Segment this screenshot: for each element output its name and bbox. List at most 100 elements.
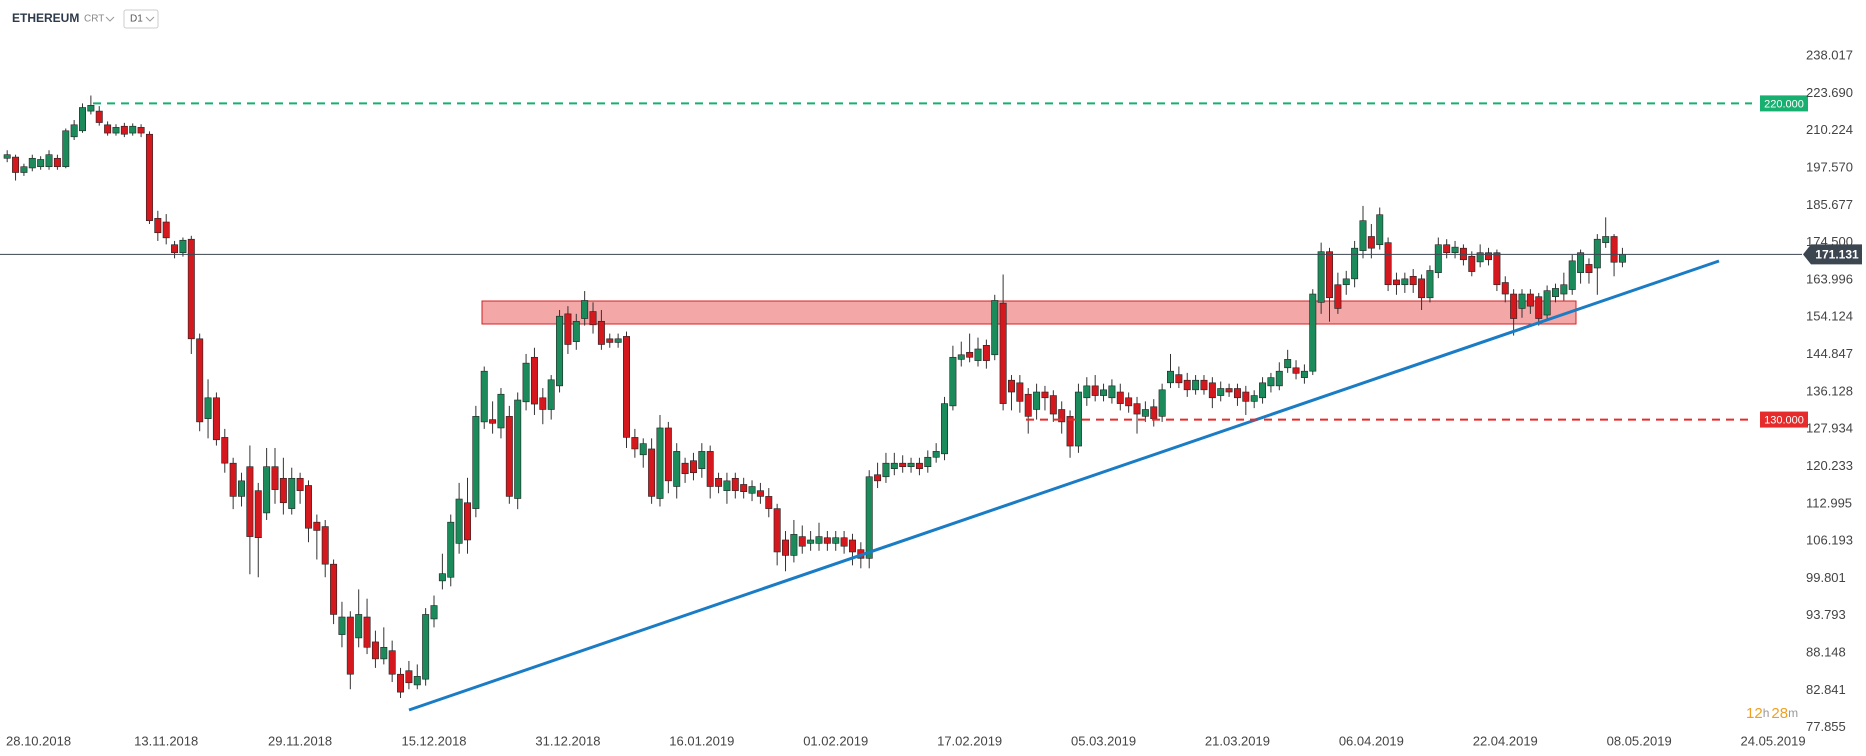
candle-body [254,490,262,539]
candle-body [263,466,271,514]
candle-body [204,397,212,419]
candle-body [1317,251,1325,303]
candle-body [547,379,555,410]
interval[interactable]: D1 [130,14,143,25]
candle-body [556,315,564,387]
candle-body [915,462,923,469]
candle-body [1367,236,1375,249]
candle-body [773,508,781,553]
candle-body [1217,388,1225,396]
candle-body [304,485,312,529]
candle-body [187,238,195,340]
candle-body [505,416,513,497]
candle-body [1091,385,1099,396]
y-tick-label: 154.124 [1806,309,1853,324]
x-tick-label: 13.11.2018 [134,733,198,748]
candle-body [1167,370,1174,384]
candle-body [865,476,873,559]
candle-body [1526,293,1534,307]
candle-body [430,605,438,620]
candle-body [321,526,329,565]
candle-body [597,320,605,345]
candle-body [999,302,1007,404]
candle-body [480,370,488,423]
candle-body [698,451,706,469]
overlay: 220.000 130.000 171.131 [0,95,1862,428]
candle-body [941,403,949,455]
x-tick-label: 06.04.2019 [1339,733,1404,748]
candle-body [1610,236,1618,263]
candle-body [572,320,580,342]
interval-select[interactable]: D1 [123,9,159,29]
toolbar: ETHEREUM CRT D1 [12,9,159,29]
candle-body [740,484,748,492]
candle-body [1208,382,1216,399]
candle-body [472,416,480,509]
x-tick-label: 31.12.2018 [535,733,600,748]
candle-body [840,537,848,547]
candle-body [1049,395,1057,415]
candle-body [1200,379,1208,391]
candle-body [1476,252,1484,263]
candle-body [1568,260,1576,290]
candle-body [95,110,103,123]
candle-body [623,336,630,438]
interval-box[interactable] [123,9,159,29]
candle-body [62,130,70,168]
candle-body [489,419,497,424]
candle-body [1409,275,1417,286]
chart-type[interactable]: CRT [84,14,104,25]
candle-body [1233,388,1241,399]
candle-body [1275,370,1283,387]
candle-body [890,462,898,469]
candle-body [1150,406,1158,419]
y-tick-label: 82.841 [1806,682,1846,697]
candle-body [782,539,789,556]
level-tag-box [1760,95,1808,112]
candle-body [1602,236,1610,243]
candle-body [815,536,823,544]
candle-body [279,477,287,504]
candle-body [614,338,622,343]
candle-body [1175,374,1183,384]
candle-body [723,480,731,491]
candle-body [1116,391,1124,404]
candle-body [53,157,61,168]
countdown-m: m [1788,706,1798,720]
trend-line [408,259,1720,712]
y-tick-label: 106.193 [1806,533,1853,548]
candle-body [1141,409,1149,417]
chart-type-select[interactable]: CRT [84,14,115,25]
candle-body [514,399,522,499]
candle-body [1024,393,1032,417]
candle-body [447,521,455,578]
candle-body [530,356,538,405]
candle-body [1543,290,1551,316]
candle-body [229,462,237,497]
candle-body [848,539,856,553]
candle-body [20,166,28,173]
last-price-tag: 171.131 [1815,248,1859,262]
candle-body [1577,252,1585,273]
candle-body [1292,367,1300,374]
candle-body [1443,244,1451,254]
candle-body [313,521,321,531]
candle-body [664,427,672,482]
candle-body [145,133,153,221]
y-tick-label: 99.801 [1806,570,1846,585]
candle-body [1418,278,1426,299]
x-tick-label: 08.05.2019 [1607,733,1672,748]
candle-body [966,351,974,358]
candle-body [589,311,597,326]
candle-body [154,218,162,234]
candle-body [991,300,999,356]
symbol: ETHEREUM [12,11,79,25]
y-tick-label: 112.995 [1806,495,1852,510]
candle-body [397,673,405,693]
countdown: 12h 28m [1746,705,1798,722]
candle-body [1133,403,1141,415]
y-tick-label: 88.148 [1806,645,1846,660]
candle-body [924,456,932,467]
candle-body [70,124,78,138]
y-tick-label: 163.996 [1806,271,1853,286]
